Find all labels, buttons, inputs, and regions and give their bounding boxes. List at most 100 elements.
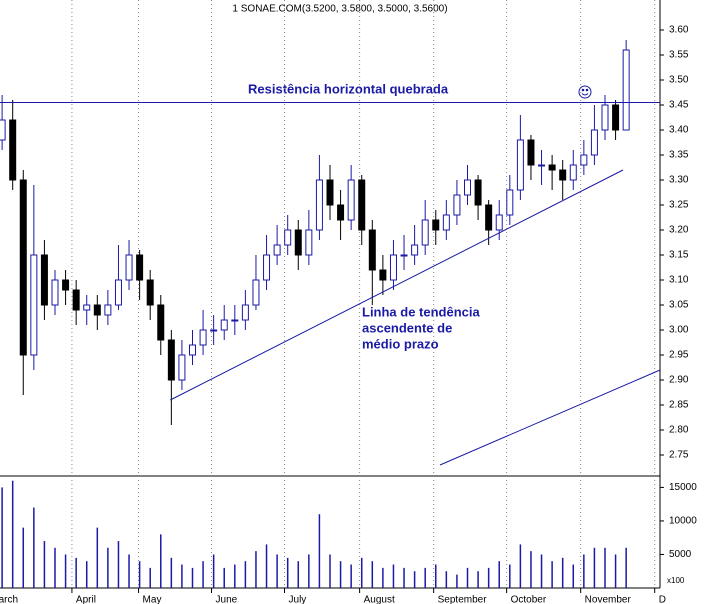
x-tick-label: May [143,595,162,604]
candle-body [612,104,620,131]
candle-body [368,229,376,271]
candle-body [516,139,524,191]
y-tick-label: 3.40 [669,125,689,136]
x-tick-label: June [216,595,238,604]
x-tick-label: September [438,595,488,604]
candle-body [601,104,609,131]
y-tick-label: 10000 [669,516,697,527]
candle-body [210,329,218,332]
y-tick-label: 5000 [669,549,692,560]
candle-body [315,179,323,231]
candle-body [241,304,249,321]
candle-body [432,219,440,231]
candle-body [146,279,154,306]
candle-body [569,164,577,181]
candle-body [51,279,59,306]
candle-body [442,214,450,231]
annotation: ascendente de [362,320,452,335]
candle-body [40,254,48,306]
candle-body [220,319,228,331]
candle-body [294,229,302,256]
y-tick-label: 3.60 [669,25,689,36]
candle-body [157,304,165,341]
candle-body [464,179,471,196]
y-tick-label: 3.35 [669,150,689,161]
candle-body [495,214,503,231]
y-tick-label: 3.00 [669,325,689,336]
y-tick-label: 3.10 [669,275,689,286]
candle-body [421,219,429,246]
candle-body [622,49,630,131]
x-tick-label: August [364,595,395,604]
trend-line [439,369,661,466]
candle-body [263,254,271,281]
candle-body [326,179,334,206]
candle-body [347,179,355,221]
x-tick-label: April [76,595,96,604]
y-tick-label: 3.45 [669,100,689,111]
annotation: Resistência horizontal quebrada [248,81,449,96]
candle-body [527,139,535,166]
candle-body [273,244,281,256]
candle-body [453,194,461,216]
y-tick-label: 15000 [669,482,697,493]
smiley-icon [578,85,592,99]
candle-body [30,254,38,356]
y-tick-label: 2.75 [669,450,689,461]
candle-body [62,279,70,291]
candle-body [72,289,80,311]
candle-body [0,119,6,141]
x-tick-label: October [511,595,547,604]
trend-line [170,169,624,401]
candle-body [506,189,514,216]
volume-unit: x100 [667,576,685,585]
candle-body [590,129,598,156]
candle-body [178,354,186,381]
candle-body [252,279,260,306]
y-tick-label: 2.85 [669,400,689,411]
candle-body [199,329,207,346]
y-tick-label: 3.50 [669,75,689,86]
candle-body [305,229,313,256]
candle-body [231,319,239,322]
candle-body [284,229,292,246]
candle-body [411,244,419,256]
candle-body [9,119,17,181]
candle-body [389,254,397,281]
x-tick-label: July [289,595,307,604]
candle-body [580,154,588,166]
y-tick-label: 3.20 [669,225,689,236]
candle-body [167,339,175,381]
x-tick-label: March [0,595,18,604]
y-tick-label: 3.15 [669,250,689,261]
candle-body [559,169,567,181]
candle-body [548,164,556,171]
candle-body [337,204,345,221]
candle-body [136,254,144,281]
y-tick-label: 3.05 [669,300,689,311]
y-tick-label: 2.95 [669,350,689,361]
candle-body [114,279,122,306]
candle-body [189,344,196,356]
y-tick-label: 3.30 [669,175,689,186]
candle-body [379,269,387,281]
x-tick-label: November [585,595,632,604]
candle-body [485,204,493,231]
y-tick-label: 2.90 [669,375,689,386]
candle-body [93,304,101,316]
candle-body [358,179,366,231]
annotation: Linha de tendência [362,304,481,319]
candle-body [474,179,482,206]
y-tick-label: 3.25 [669,200,689,211]
annotation: médio prazo [362,336,439,351]
candle-body [400,254,408,257]
chart-title: 1 SONAE.COM(3.5200, 3.5800, 3.5000, 3.56… [232,4,447,15]
candle-body [538,164,546,167]
x-tick-label: D [659,595,666,604]
y-tick-label: 3.55 [669,50,689,61]
candle-body [19,179,27,356]
candle-body [83,304,91,311]
y-tick-label: 2.80 [669,425,689,436]
candle-body [104,304,112,316]
